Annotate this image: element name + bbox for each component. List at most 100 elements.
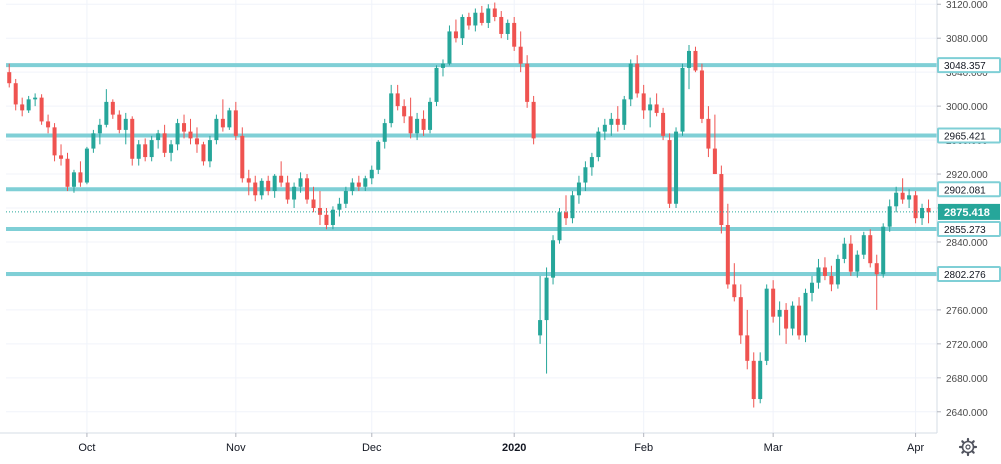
candle bbox=[848, 235, 853, 276]
candle-body bbox=[809, 282, 815, 293]
candle bbox=[777, 301, 782, 336]
candle bbox=[389, 84, 394, 128]
candle-body bbox=[907, 195, 912, 200]
x-axis[interactable]: OctNovDec2020FebMarAprMay bbox=[0, 432, 1001, 454]
grid bbox=[6, 0, 937, 433]
candle-body bbox=[596, 131, 601, 158]
x-tick-label: 2020 bbox=[502, 442, 526, 454]
candle bbox=[233, 101, 238, 141]
candle-body bbox=[693, 50, 698, 71]
x-tick-label: Mar bbox=[764, 442, 783, 454]
candle bbox=[156, 129, 161, 149]
candle-body bbox=[415, 118, 420, 134]
candle-body bbox=[887, 206, 892, 227]
candle bbox=[719, 165, 724, 234]
candle-body bbox=[538, 320, 543, 336]
candle bbox=[764, 284, 769, 366]
candle-body bbox=[46, 121, 51, 128]
candle bbox=[881, 223, 886, 278]
candle bbox=[829, 265, 834, 292]
candle-body bbox=[758, 360, 763, 400]
candle-body bbox=[512, 22, 517, 47]
candle-body bbox=[648, 104, 653, 111]
candle bbox=[447, 25, 452, 66]
candle-body bbox=[317, 208, 322, 215]
candle-body bbox=[421, 118, 426, 130]
level-label-box bbox=[937, 127, 1001, 144]
candle-body bbox=[78, 172, 83, 183]
candle-body bbox=[751, 360, 756, 400]
candle-body bbox=[240, 135, 245, 179]
candle bbox=[97, 118, 102, 145]
candle-body bbox=[738, 297, 743, 336]
gear-icon[interactable] bbox=[958, 437, 978, 457]
candle bbox=[583, 161, 588, 192]
candle bbox=[330, 206, 335, 230]
candle-body bbox=[7, 72, 12, 84]
candle bbox=[272, 174, 277, 198]
candle bbox=[576, 175, 581, 204]
candle bbox=[382, 118, 387, 149]
y-tick-label: 3080.000 bbox=[946, 34, 988, 45]
candle bbox=[285, 175, 290, 204]
candle bbox=[907, 189, 912, 209]
candle-body bbox=[130, 118, 135, 159]
candle-body bbox=[363, 178, 368, 187]
candle-body bbox=[719, 174, 724, 225]
candle bbox=[887, 199, 892, 232]
candle bbox=[699, 63, 704, 124]
candle bbox=[311, 186, 316, 213]
candle bbox=[563, 195, 568, 225]
candle bbox=[920, 203, 925, 225]
candle bbox=[641, 84, 646, 119]
candle bbox=[693, 46, 698, 73]
last-price-label: 2875.418 bbox=[938, 203, 1000, 220]
candle bbox=[324, 208, 329, 230]
candle-body bbox=[330, 209, 335, 225]
candle-body bbox=[169, 144, 174, 153]
candle bbox=[20, 97, 25, 117]
level-label-box bbox=[937, 221, 1001, 238]
candle-body bbox=[33, 97, 38, 100]
candle-body bbox=[382, 123, 387, 142]
candle bbox=[13, 78, 18, 111]
y-tick-label: 2840.000 bbox=[946, 238, 988, 249]
candle-body bbox=[661, 112, 666, 136]
candle-body bbox=[784, 309, 789, 329]
candle-body bbox=[279, 175, 284, 183]
candle-body bbox=[13, 83, 18, 105]
candle-body bbox=[233, 110, 238, 136]
candle bbox=[596, 127, 601, 162]
candle bbox=[84, 146, 89, 185]
candle bbox=[667, 133, 672, 209]
candle-body bbox=[143, 144, 148, 158]
candle bbox=[182, 114, 187, 139]
y-axis[interactable]: 3120.0003080.0003040.0003000.0002960.000… bbox=[936, 0, 1001, 433]
candle-body bbox=[26, 99, 31, 111]
candle-body bbox=[434, 67, 439, 102]
candle bbox=[674, 127, 679, 209]
candle bbox=[771, 280, 776, 323]
candle bbox=[188, 118, 193, 145]
candle bbox=[343, 186, 348, 209]
candle-body bbox=[680, 67, 685, 132]
candle bbox=[395, 84, 400, 111]
candle-body bbox=[518, 46, 523, 64]
candle bbox=[602, 118, 607, 141]
candle-body bbox=[674, 131, 679, 204]
candle bbox=[913, 191, 918, 224]
candle bbox=[214, 114, 219, 145]
candle bbox=[855, 250, 860, 278]
candle-body bbox=[285, 182, 290, 200]
y-tick-label: 3120.000 bbox=[946, 0, 988, 11]
candle-body bbox=[39, 97, 44, 122]
last-price-text: 2875.418 bbox=[944, 207, 990, 219]
candle-body bbox=[466, 16, 471, 26]
candle-body bbox=[356, 182, 361, 187]
candle bbox=[518, 31, 523, 73]
level-label: 2965.421 bbox=[937, 127, 1001, 144]
candle-body bbox=[777, 309, 782, 317]
y-tick-label: 3000.000 bbox=[946, 102, 988, 113]
